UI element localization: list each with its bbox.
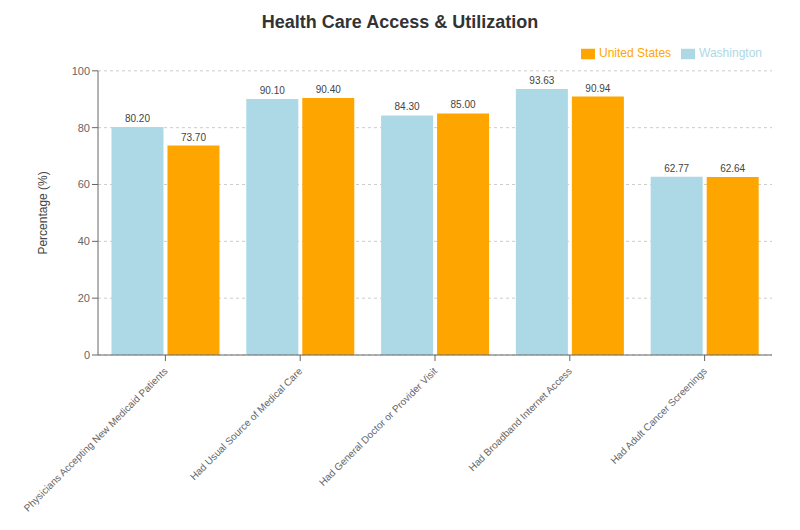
svg-text:80.20: 80.20 (125, 113, 150, 124)
html-text:Health Care Access & Utilizati: Health Care Access & Utilization (261, 12, 539, 32)
svg-text:90.94: 90.94 (585, 83, 610, 94)
html-text:Washington: Washington (699, 46, 762, 60)
html-text:United States: United States (599, 46, 672, 60)
svg-text:Physicians Accepting New Medic: Physicians Accepting New Medicaid Patien… (22, 365, 170, 513)
svg-text:Had Usual Source of Medical Ca: Had Usual Source of Medical Care (188, 365, 305, 482)
svg-text:73.70: 73.70 (181, 132, 206, 143)
svg-text:40: 40 (78, 235, 90, 247)
svg-text:85.00: 85.00 (451, 99, 476, 110)
svg-text:90.10: 90.10 (260, 85, 285, 96)
svg-text:93.63: 93.63 (529, 75, 554, 86)
svg-text:62.64: 62.64 (720, 163, 745, 174)
svg-text:62.77: 62.77 (664, 163, 689, 174)
svg-text:84.30: 84.30 (395, 101, 420, 112)
svg-text:60: 60 (78, 178, 90, 190)
svg-text:Had Adult Cancer Screenings: Had Adult Cancer Screenings (608, 365, 709, 466)
svg-text:0: 0 (84, 349, 90, 361)
svg-text:20: 20 (78, 292, 90, 304)
svg-text:100: 100 (72, 65, 90, 77)
svg-text:Had Broadband Internet Access: Had Broadband Internet Access (466, 365, 574, 473)
svg-text:Had General Doctor or Provider: Had General Doctor or Provider Visit (317, 365, 440, 488)
svg-text:Percentage (%): Percentage (%) (36, 171, 50, 254)
svg-text:80: 80 (78, 122, 90, 134)
svg-text:90.40: 90.40 (316, 84, 341, 95)
